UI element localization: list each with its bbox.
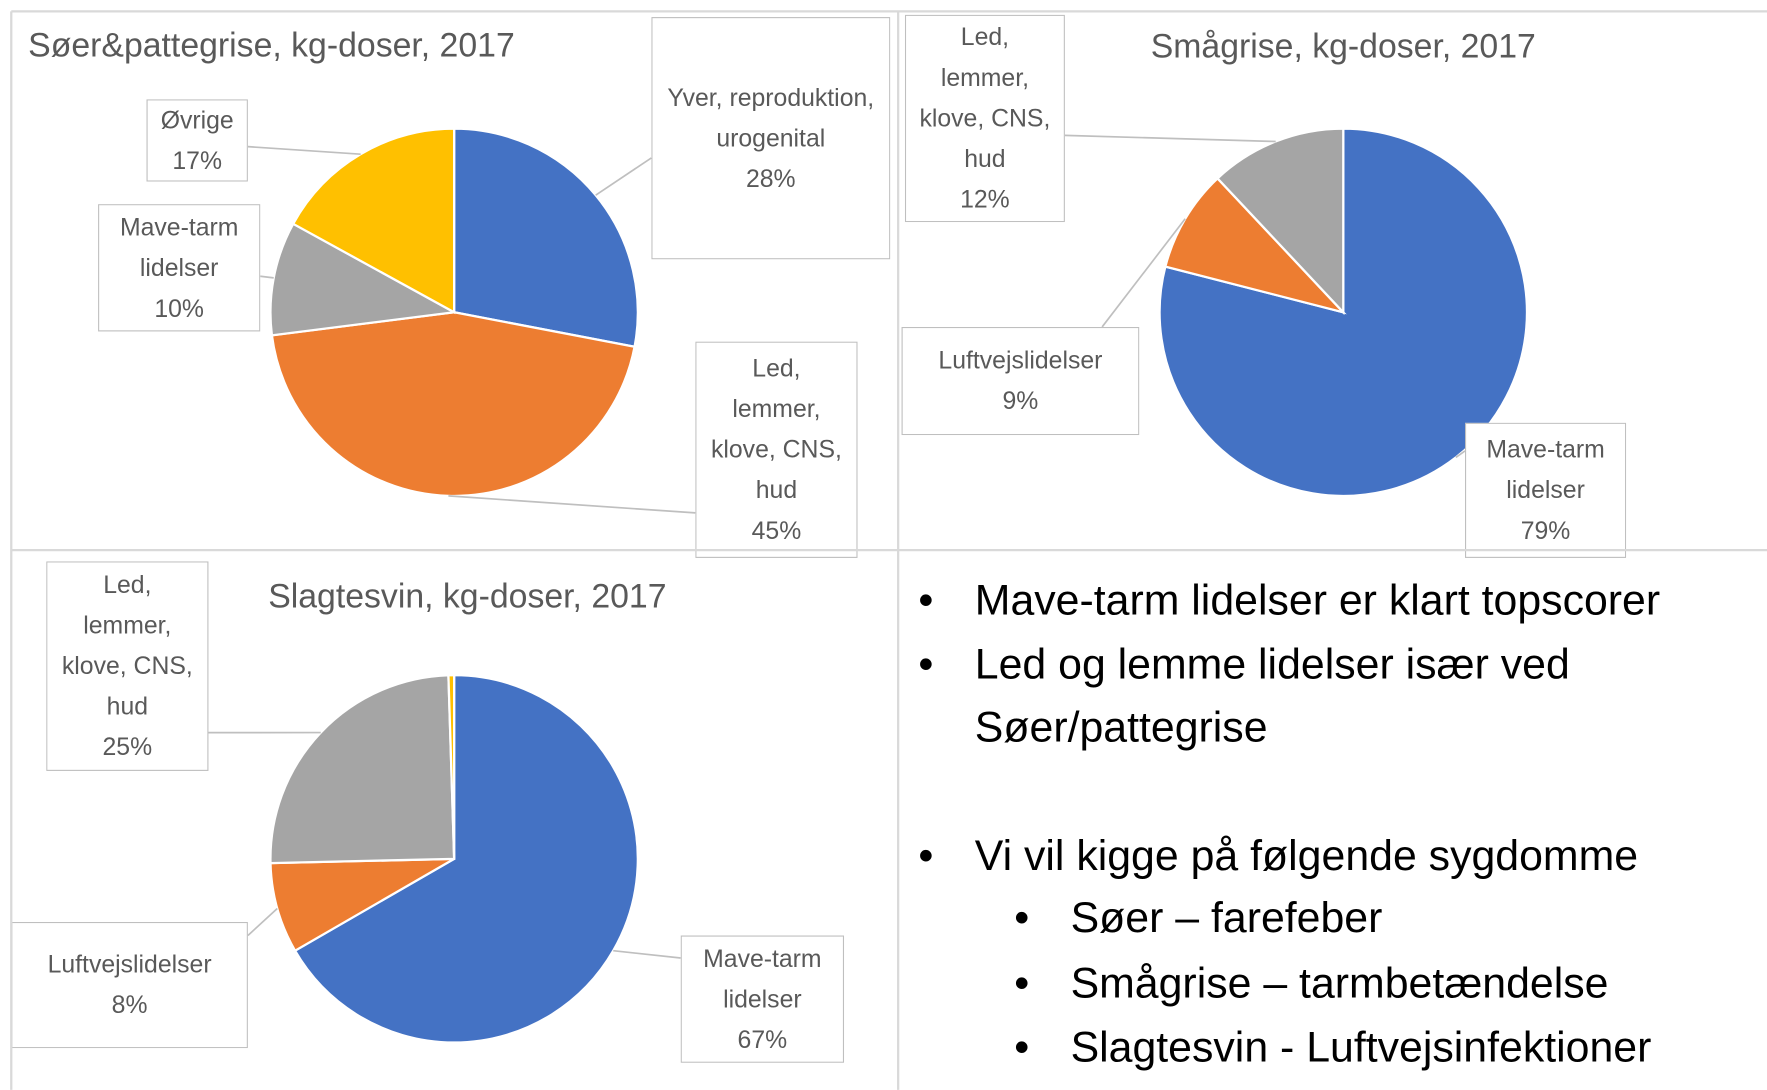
label-box: Mave-tarm lidelser 10% <box>98 204 261 332</box>
label-value: 9% <box>1002 386 1039 415</box>
bullet: Led og lemme lidelser især ved Søer/patt… <box>918 633 1741 759</box>
chart-title: Slagtesvin, kg-doser, 2017 <box>268 577 666 615</box>
data-label: Luftvejslidelser 9% <box>901 326 1140 436</box>
label-value: 25% <box>102 732 153 761</box>
label-category: Led, lemmer, klove, CNS, hud <box>710 353 842 504</box>
leader-line <box>1064 134 1276 143</box>
leader-line <box>260 275 274 279</box>
pie-slice <box>453 127 639 349</box>
pie-slice <box>1158 127 1529 498</box>
label-value: 28% <box>745 164 796 193</box>
label-category: Mave-tarm lidelser <box>119 212 239 282</box>
data-label: Mave-tarm lidelser 67% <box>680 935 845 1063</box>
label-box: Mave-tarm lidelser 79% <box>1464 422 1627 558</box>
pie-slice <box>293 674 639 1044</box>
bullet: Vi vil kigge på følgende sygdomme <box>918 825 1638 888</box>
leader-line <box>1101 218 1186 328</box>
label-box: Luftvejslidelser 8% <box>11 921 248 1049</box>
sub-bullet: Søer – farefeber <box>1014 887 1382 950</box>
bullet-area: Mave-tarm lidelser er klart topscorer Le… <box>902 552 1767 1090</box>
data-label: Mave-tarm lidelser 10% <box>98 204 261 332</box>
sub-bullet: Smågrise – tarmbetændelse <box>1014 952 1608 1015</box>
label-category: Luftvejslidelser <box>47 950 212 979</box>
pie-slice <box>1215 127 1345 316</box>
label-category: Mave-tarm lidelser <box>1486 435 1605 504</box>
label-category: Yver, reproduktion, urogenital <box>667 82 875 152</box>
label-value: 12% <box>960 184 1010 214</box>
label-box: Led, lemmer, klove, CNS, hud 45% <box>695 341 858 558</box>
label-box: Øvrige 17% <box>146 99 248 182</box>
pie-slice <box>291 127 456 315</box>
leader-line <box>448 495 696 514</box>
label-category: Øvrige <box>160 105 234 134</box>
data-label: Øvrige 17% <box>146 99 248 182</box>
data-label: Led, lemmer, klove, CNS, hud 25% <box>46 561 209 771</box>
label-box: Led, lemmer, klove, CNS, hud 25% <box>46 561 209 771</box>
label-value: 8% <box>111 990 148 1019</box>
label-box: Luftvejslidelser 9% <box>901 326 1140 436</box>
data-label: Led, lemmer, klove, CNS, hud 45% <box>695 341 858 558</box>
label-category: Led, lemmer, klove, CNS, hud <box>919 22 1051 173</box>
leader-lines <box>208 134 1466 959</box>
label-value: 10% <box>154 293 204 322</box>
label-value: 45% <box>751 516 802 545</box>
leader-line <box>247 907 278 937</box>
label-box: Led, lemmer, klove, CNS, hud 12% <box>904 14 1065 223</box>
leader-line <box>595 157 652 196</box>
leader-line <box>613 949 681 959</box>
data-label: Mave-tarm lidelser 79% <box>1464 422 1627 558</box>
data-label: Yver, reproduktion, urogenital 28% <box>651 17 891 260</box>
leader-line <box>1455 450 1466 459</box>
pie-slice <box>269 674 456 865</box>
label-box: Mave-tarm lidelser 67% <box>680 935 845 1063</box>
chart-title: Smågrise, kg-doser, 2017 <box>1151 28 1536 66</box>
label-category: Luftvejslidelser <box>938 346 1103 375</box>
label-value: 17% <box>172 146 223 175</box>
chart-title: Søer&pattegrise, kg-doser, 2017 <box>28 26 515 64</box>
data-label: Luftvejslidelser 8% <box>11 921 248 1049</box>
data-label: Led, lemmer, klove, CNS, hud 12% <box>904 14 1065 223</box>
bullet: Mave-tarm lidelser er klart topscorer <box>918 569 1660 632</box>
pie-slice <box>270 311 636 498</box>
label-category: Led, lemmer, klove, CNS, hud <box>61 570 193 721</box>
label-category: Mave-tarm lidelser <box>703 943 822 1013</box>
pie-slice <box>269 857 455 953</box>
label-value: 67% <box>737 1025 788 1054</box>
pie-slice <box>447 674 456 859</box>
sub-bullet: Slagtesvin - Luftvejsinfektioner <box>1014 1017 1651 1080</box>
label-box: Yver, reproduktion, urogenital 28% <box>651 17 891 260</box>
leader-line <box>247 145 361 156</box>
pie-slice <box>269 222 458 337</box>
label-value: 79% <box>1520 516 1571 545</box>
